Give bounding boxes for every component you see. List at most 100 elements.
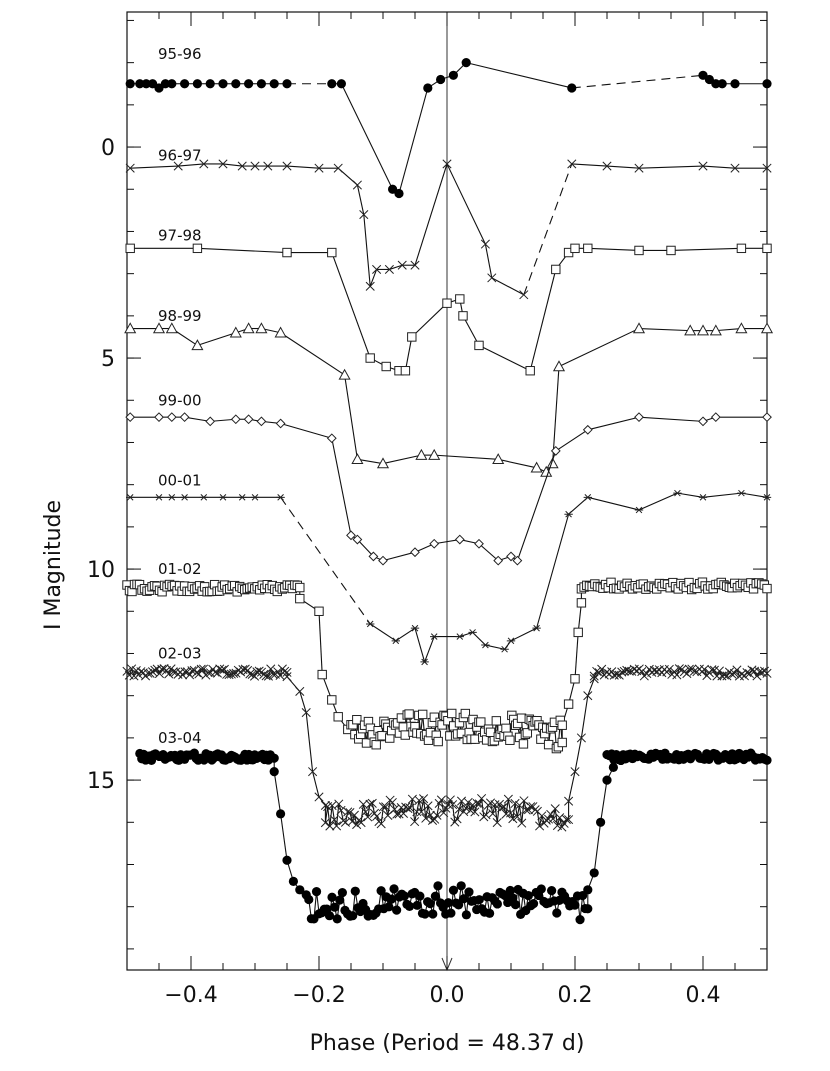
data-point xyxy=(557,720,567,730)
series-line-segment xyxy=(357,458,384,465)
data-point xyxy=(377,731,387,741)
data-point xyxy=(168,667,178,677)
series-line-segment xyxy=(357,539,374,557)
series-line-segment xyxy=(389,264,403,270)
data-point xyxy=(699,664,709,674)
data-point xyxy=(570,900,580,910)
data-point xyxy=(320,800,330,810)
data-point xyxy=(447,708,457,719)
data-point xyxy=(666,245,676,256)
data-point xyxy=(269,753,279,763)
data-point xyxy=(311,886,322,897)
data-point xyxy=(423,801,433,811)
data-point xyxy=(192,243,203,254)
data-point xyxy=(696,324,710,336)
data-point xyxy=(276,809,286,819)
series-line-segment xyxy=(299,691,307,713)
data-point xyxy=(491,716,502,726)
data-point xyxy=(400,366,411,376)
data-point xyxy=(530,461,543,473)
series-line-segment xyxy=(369,269,378,287)
data-point xyxy=(521,805,531,815)
data-point xyxy=(167,79,177,89)
series-line-segment xyxy=(360,804,364,823)
data-point xyxy=(522,728,533,738)
data-point xyxy=(576,733,586,743)
data-point xyxy=(231,79,241,89)
series-line-segment xyxy=(331,252,371,359)
data-point xyxy=(523,890,533,901)
data-point xyxy=(485,908,495,918)
data-point xyxy=(243,414,254,425)
data-point xyxy=(164,669,174,679)
data-point xyxy=(314,792,324,802)
series-line-segment xyxy=(552,366,560,464)
data-point xyxy=(125,79,135,89)
data-point xyxy=(210,667,220,677)
data-point xyxy=(736,243,747,254)
data-point xyxy=(573,627,583,638)
data-point xyxy=(237,161,247,171)
data-point xyxy=(730,79,740,89)
series-line-segment xyxy=(434,454,499,460)
data-point xyxy=(412,900,422,910)
data-point xyxy=(461,803,471,813)
data-point xyxy=(632,322,646,334)
data-point xyxy=(269,767,279,777)
data-point xyxy=(762,163,772,173)
data-point xyxy=(709,324,722,336)
data-point xyxy=(456,881,466,891)
series-98-99: 98-99 xyxy=(124,307,774,477)
series-line-segment xyxy=(331,438,352,536)
series-line-segment xyxy=(571,74,704,89)
data-point xyxy=(238,494,247,501)
data-point xyxy=(191,339,204,351)
series-line-segment xyxy=(638,165,704,169)
series-line-segment xyxy=(702,165,736,169)
data-point xyxy=(470,734,480,744)
zero-phase-line xyxy=(441,12,453,972)
data-point xyxy=(378,555,388,566)
data-point xyxy=(282,247,292,258)
season-label: 95-96 xyxy=(158,45,202,63)
data-point xyxy=(525,366,535,376)
data-point xyxy=(212,668,222,678)
data-point xyxy=(575,915,585,925)
series-line-segment xyxy=(587,416,640,431)
data-point xyxy=(428,448,441,460)
data-point xyxy=(518,739,529,749)
data-point xyxy=(404,901,415,911)
series-line-segment xyxy=(485,805,489,815)
series-line-segment xyxy=(496,804,500,823)
series-line-segment xyxy=(638,327,691,332)
data-point xyxy=(673,489,682,497)
series-line-segment xyxy=(472,804,476,813)
data-point xyxy=(464,887,474,897)
data-point xyxy=(368,551,379,562)
data-point xyxy=(179,412,190,423)
data-point xyxy=(245,669,255,679)
data-point xyxy=(329,815,339,825)
data-point xyxy=(325,821,335,831)
data-point xyxy=(448,800,458,810)
data-point xyxy=(376,886,386,896)
data-point xyxy=(664,664,674,674)
data-point xyxy=(446,908,456,918)
data-point xyxy=(570,767,580,777)
series-line-segment xyxy=(273,771,282,814)
series-95-96: 95-96 xyxy=(125,45,772,199)
data-point xyxy=(762,243,772,254)
data-point xyxy=(160,79,170,89)
series-line-segment xyxy=(391,802,396,810)
data-point xyxy=(762,412,772,423)
series-line-segment xyxy=(280,813,288,861)
data-point xyxy=(361,738,372,748)
series-line-segment xyxy=(523,163,573,295)
data-point xyxy=(476,717,486,727)
data-point xyxy=(762,755,772,765)
series-line-segment xyxy=(286,165,320,169)
data-point xyxy=(492,818,502,828)
series-line-segment xyxy=(411,302,448,338)
data-point xyxy=(570,243,580,254)
data-point xyxy=(433,881,443,891)
